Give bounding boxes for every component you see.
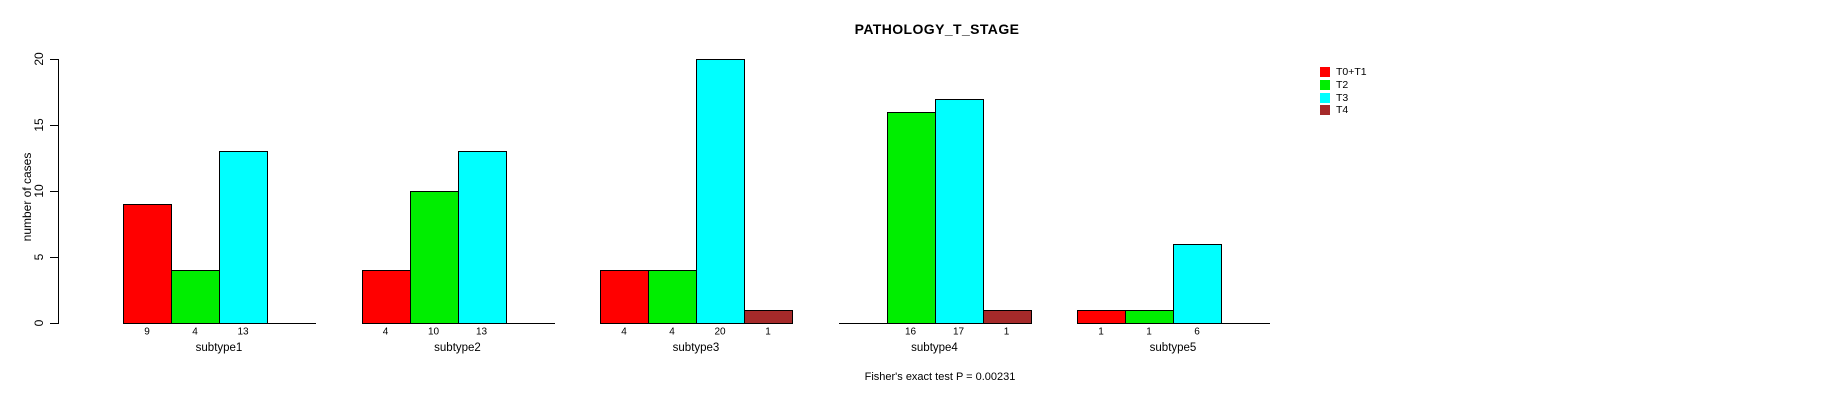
bar-t3-subtype5 bbox=[1173, 244, 1222, 324]
bar-t2-subtype3 bbox=[648, 270, 697, 324]
category-label-subtype2: subtype2 bbox=[434, 342, 481, 354]
bar-value-label: 1 bbox=[1003, 326, 1010, 338]
bar-t2-subtype5 bbox=[1125, 310, 1174, 324]
bar-value-label: 1 bbox=[1146, 326, 1152, 338]
bar-t2-subtype2 bbox=[409, 191, 459, 324]
legend-swatch bbox=[1320, 92, 1330, 103]
bar-t3-subtype2 bbox=[457, 151, 507, 324]
bar-t0t1-subtype3 bbox=[600, 270, 649, 324]
bar-value-label: 16 bbox=[904, 326, 917, 338]
bar-value-label: 9 bbox=[144, 326, 150, 338]
bar-t0t1-subtype2 bbox=[361, 270, 411, 324]
legend-item-t0t1: T0+T1 bbox=[1320, 66, 1400, 78]
y-axis-line bbox=[58, 59, 59, 324]
y-tick-mark bbox=[50, 125, 58, 126]
chart-title: PATHOLOGY_T_STAGE bbox=[854, 21, 1020, 37]
legend-item-t2: T2 bbox=[1320, 78, 1400, 91]
y-tick-label: 15 bbox=[32, 118, 46, 132]
legend-label: T0+T1 bbox=[1336, 66, 1367, 78]
y-tick-mark bbox=[50, 257, 58, 258]
category-label-subtype5: subtype5 bbox=[1149, 342, 1197, 354]
bar-value-label: 20 bbox=[714, 326, 726, 338]
legend-label: T2 bbox=[1336, 78, 1349, 91]
bar-t0t1-subtype1 bbox=[123, 204, 172, 324]
bar-t4-subtype3 bbox=[744, 310, 793, 324]
y-tick-label: 20 bbox=[32, 52, 46, 66]
category-label-subtype1: subtype1 bbox=[195, 342, 243, 354]
bar-value-label: 13 bbox=[237, 326, 249, 338]
y-tick-label: 10 bbox=[32, 184, 46, 198]
bar-value-label: 4 bbox=[382, 326, 389, 338]
fisher-annotation: Fisher's exact test P = 0.00231 bbox=[864, 371, 1016, 383]
bar-value-label: 17 bbox=[952, 326, 965, 338]
bar-t2-subtype4 bbox=[886, 112, 936, 324]
legend-label: T3 bbox=[1336, 91, 1349, 104]
y-tick-label: 5 bbox=[32, 253, 46, 261]
bar-t0t1-subtype5 bbox=[1077, 310, 1126, 324]
legend-swatch bbox=[1320, 67, 1330, 77]
legend-item-t4: T4 bbox=[1320, 104, 1400, 117]
bar-t3-subtype1 bbox=[219, 151, 268, 324]
bar-value-label: 1 bbox=[765, 326, 771, 338]
bar-value-label: 4 bbox=[621, 326, 627, 338]
y-tick-label: 0 bbox=[32, 319, 46, 327]
y-tick-mark bbox=[50, 59, 58, 60]
bar-value-label: 10 bbox=[427, 326, 440, 338]
category-label-subtype4: subtype4 bbox=[911, 342, 958, 354]
legend-swatch bbox=[1320, 79, 1330, 90]
bar-value-label: 4 bbox=[192, 326, 198, 338]
bar-value-label: 4 bbox=[669, 326, 675, 338]
bar-t3-subtype4 bbox=[934, 99, 984, 324]
bar-value-label: 6 bbox=[1194, 326, 1200, 338]
bar-t3-subtype3 bbox=[696, 59, 745, 324]
category-label-subtype3: subtype3 bbox=[672, 342, 720, 354]
bar-value-label: 1 bbox=[1098, 326, 1104, 338]
bar-value-label: 13 bbox=[475, 326, 488, 338]
bar-t2-subtype1 bbox=[171, 270, 220, 324]
bar-t4-subtype4 bbox=[982, 310, 1032, 324]
legend-swatch bbox=[1320, 105, 1330, 116]
legend-label: T4 bbox=[1336, 104, 1349, 117]
y-tick-mark bbox=[50, 191, 58, 192]
y-tick-mark bbox=[50, 323, 58, 324]
legend-item-t3: T3 bbox=[1320, 91, 1400, 104]
